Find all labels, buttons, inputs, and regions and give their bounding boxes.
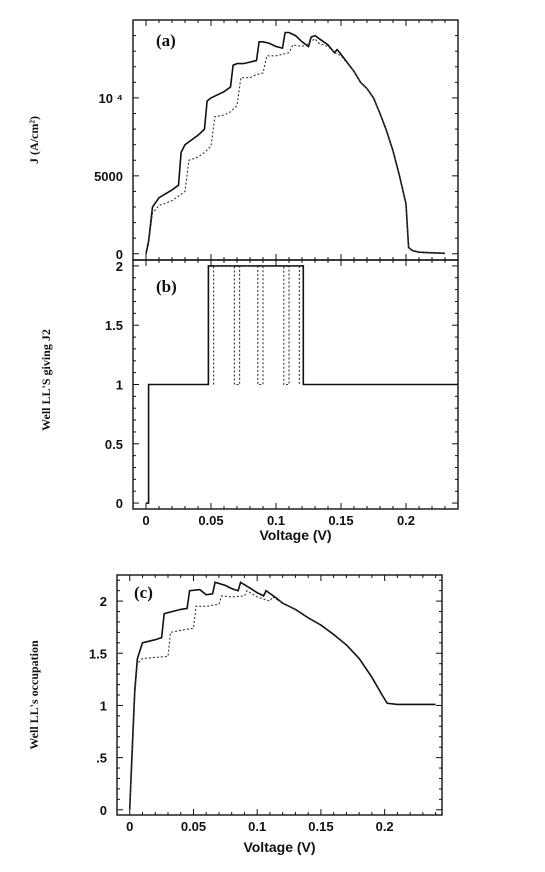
y-tick-label: 1.5 [105,318,123,333]
x-tick-label: 0.05 [181,819,206,834]
x-tick-label: 0.2 [376,819,394,834]
x-tick-label: 0.15 [308,819,333,834]
x-tick-label: 0.05 [198,513,223,528]
series-line-dotted [213,265,300,386]
x-tick-label: 0.1 [248,819,266,834]
y-tick-label: 1.5 [89,646,107,661]
y-tick-label: 1 [100,698,107,713]
plot-frame [132,19,459,261]
y-tick-label: 10 ⁴ [98,91,123,106]
series-line-dotted [129,589,322,810]
y-axis-label: Well LL'S giving J2 [39,329,53,431]
series-line-solid [128,581,436,810]
y-tick-label: .5 [96,751,107,766]
x-tick-label: 0.15 [328,513,353,528]
x-axis-label: Voltage (V) [243,839,315,855]
x-tick-label: 0.2 [397,513,415,528]
y-tick-label: 5000 [94,169,123,184]
series-line-solid [145,31,446,255]
series-line-dotted [145,37,446,254]
chart-panel-b: 0 0.05 0.1 0.15 0.2 0 0.5 1 1.5 2 Voltage (V) Well … [39,259,459,543]
y-tick-label: 0.5 [105,437,123,452]
chart-panel-a: 0 5000 10 ⁴ J (A/cm²) (a) [27,19,459,262]
x-tick-label: 0.1 [267,513,285,528]
panel-label: (a) [156,31,176,50]
x-tick-label: 0 [126,819,133,834]
x-tick-label: 0 [142,513,149,528]
y-axis-label: Well LL's occupation [27,640,41,750]
panel-label: (c) [134,583,153,602]
y-axis-label: J (A/cm²) [27,116,41,164]
panel-label: (b) [156,277,177,296]
y-tick-label: 0 [116,247,123,262]
y-tick-label: 2 [116,259,123,274]
y-tick-label: 1 [116,378,123,393]
y-tick-label: 0 [116,496,123,511]
series-line-solid [146,265,458,504]
x-axis-label: Voltage (V) [259,527,331,543]
chart-panel-c: 0 0.05 0.1 0.15 0.2 0 .5 1 1.5 2 Voltage (V) Well L… [27,574,443,855]
y-tick-label: 2 [100,594,107,609]
plot-frame [116,574,443,816]
y-tick-label: 0 [100,803,107,818]
